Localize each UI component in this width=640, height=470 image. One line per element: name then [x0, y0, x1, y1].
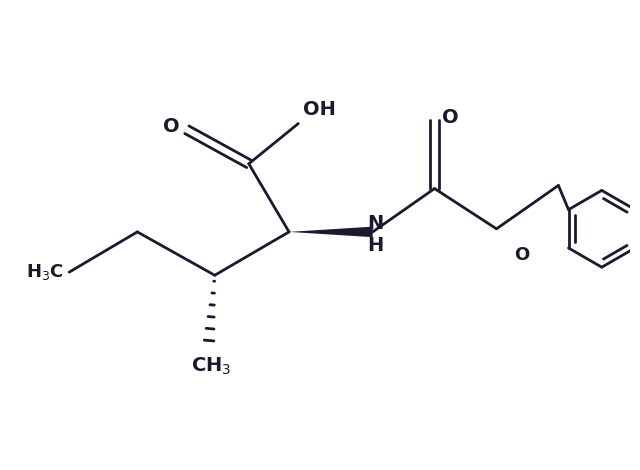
Polygon shape	[289, 227, 372, 237]
Text: N: N	[367, 214, 384, 233]
Text: O: O	[163, 117, 179, 136]
Text: H$_3$C: H$_3$C	[26, 262, 64, 282]
Text: O: O	[514, 246, 529, 264]
Text: OH: OH	[303, 100, 336, 118]
Text: CH$_3$: CH$_3$	[191, 356, 232, 377]
Text: O: O	[442, 108, 459, 127]
Text: H: H	[367, 236, 384, 255]
